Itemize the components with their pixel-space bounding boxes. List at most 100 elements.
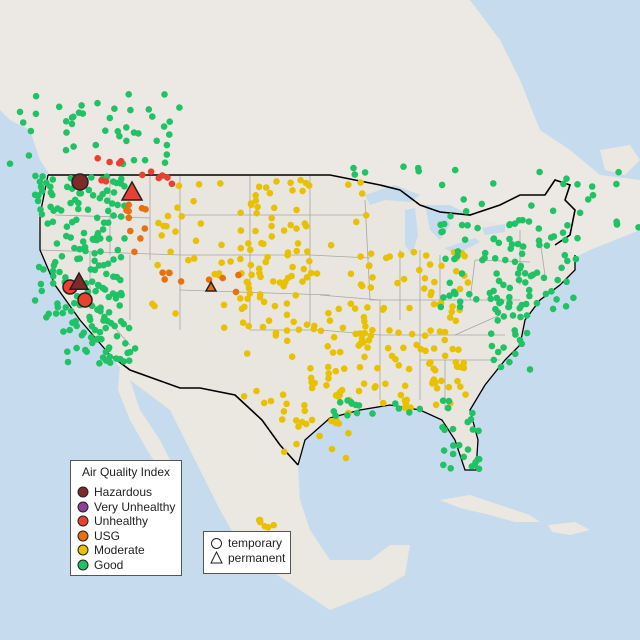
hazardous-swatch-icon	[77, 486, 89, 498]
monitor-dot	[38, 211, 46, 218]
monitor-dot	[564, 257, 571, 265]
monitor-dot	[449, 345, 457, 353]
monitor-dot	[80, 229, 88, 237]
monitor-dot	[394, 279, 401, 287]
monitor-dot	[283, 327, 291, 334]
monitor-dot	[488, 342, 496, 350]
monitor-dot	[372, 383, 379, 390]
monitor-dot	[70, 143, 77, 150]
aqi-markers	[6, 91, 640, 531]
monitor-dot	[160, 222, 167, 230]
monitor-dot	[94, 99, 101, 107]
monitor-dot	[431, 367, 439, 374]
monitor-dot	[303, 321, 311, 329]
monitor-dot	[272, 329, 280, 337]
monitor-dot	[330, 408, 338, 415]
monitor-dot	[117, 180, 125, 187]
monitor-dot	[53, 240, 61, 247]
monitor-dot	[613, 218, 620, 225]
monitor-dot	[293, 440, 300, 448]
monitor-dot	[73, 344, 80, 352]
monitor-dot	[104, 260, 112, 268]
monitor-dot	[440, 461, 447, 469]
monitor-dot	[247, 246, 254, 254]
monitor-dot	[158, 232, 165, 239]
monitor-dot	[439, 424, 446, 431]
monitor-dot	[479, 256, 486, 264]
monitor-dot	[360, 313, 368, 321]
monitor-dot	[104, 187, 111, 194]
monitor-dot	[495, 277, 503, 285]
monitor-dot	[89, 192, 97, 199]
monitor-dot	[487, 330, 495, 338]
monitor-dot	[433, 385, 441, 392]
monitor-dot	[283, 337, 291, 345]
monitor-dot	[287, 221, 295, 229]
monitor-dot	[131, 248, 138, 256]
monitor-dot	[287, 179, 294, 187]
monitor-dot	[289, 187, 296, 194]
monitor-dot	[37, 183, 45, 191]
monitor-dot	[36, 178, 44, 185]
monitor-dot	[430, 345, 438, 352]
circle-icon	[211, 537, 222, 549]
monitor-dot	[426, 360, 433, 367]
monitor-dot	[261, 523, 269, 530]
monitor-dot	[456, 303, 464, 311]
monitor-dot	[523, 312, 531, 319]
monitor-dot	[83, 348, 90, 356]
monitor-dot	[355, 402, 363, 409]
monitor-dot	[475, 465, 483, 473]
monitor-dot	[273, 178, 280, 185]
monitor-dot	[117, 355, 124, 363]
monitor-dot	[449, 425, 457, 433]
monitor-dot	[159, 269, 166, 277]
monitor-dot	[19, 119, 27, 126]
monitor-dot	[332, 367, 340, 375]
monitor-dot	[447, 465, 455, 472]
monitor-dot	[103, 270, 110, 278]
monitor-dot	[75, 205, 82, 213]
monitor-dot	[292, 417, 300, 424]
monitor-dot	[325, 370, 333, 377]
monitor-dot	[190, 197, 197, 205]
monitor-dot	[218, 241, 225, 249]
monitor-dot	[540, 274, 548, 282]
monitor-dot	[268, 222, 275, 230]
monitor-dot	[553, 296, 560, 303]
monitor-dot	[192, 237, 200, 245]
monitor-dot	[54, 303, 62, 311]
monitor-dot	[59, 309, 66, 317]
monitor-dot	[374, 364, 381, 372]
monitor-dot	[364, 304, 371, 311]
monitor-dot	[464, 222, 471, 229]
monitor-dot	[426, 261, 434, 268]
monitor-dot	[589, 191, 597, 199]
monitor-dot	[92, 141, 100, 149]
monitor-dot	[519, 243, 527, 250]
monitor-dot	[114, 246, 122, 254]
monitor-dot	[218, 259, 225, 267]
monitor-dot	[361, 169, 369, 176]
monitor-dot	[51, 258, 59, 266]
monitor-dot	[288, 353, 296, 361]
monitor-dot	[438, 181, 446, 189]
monitor-dot	[511, 258, 519, 266]
monitor-dot	[325, 309, 332, 317]
monitor-dot	[523, 329, 531, 337]
monitor-dot	[211, 270, 218, 278]
monitor-dot	[379, 399, 387, 407]
monitor-dot	[284, 251, 292, 259]
monitor-dot	[64, 348, 71, 356]
monitor-dot	[252, 192, 259, 199]
monitor-dot	[91, 257, 98, 265]
monitor-dot	[357, 179, 364, 186]
monitor-dot	[339, 324, 347, 332]
monitor-dot	[68, 120, 76, 128]
monitor-dot	[78, 102, 85, 109]
monitor-dot	[421, 332, 429, 340]
monitor-dot	[166, 118, 173, 125]
monitor-dot	[138, 204, 146, 212]
monitor-dot	[71, 299, 78, 307]
monitor-dot	[471, 461, 479, 469]
